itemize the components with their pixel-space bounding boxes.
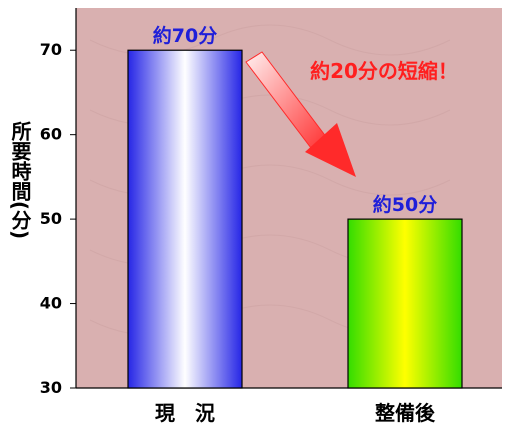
y-tick-label: 60 [40,125,62,144]
y-axis-title: 所要時間(分) [8,120,32,239]
reduction-annotation: 約20分の短縮！ [310,59,458,83]
bar [127,49,243,389]
reduction-arrow [245,51,356,177]
plot-texture [89,24,451,336]
bar-data-label: 約70分 [153,24,217,47]
y-tick-label: 50 [40,209,62,228]
bar-data-label: 約50分 [373,193,437,216]
y-tick-label: 70 [40,40,62,59]
x-category-label: 現 況 [155,401,215,425]
y-axis-label: 所要時間(分) [8,120,32,239]
bar [347,218,463,389]
x-category-label: 整備後 [374,401,436,425]
arrow-head [305,123,356,177]
y-tick-label: 40 [40,294,62,313]
y-tick-label: 30 [40,378,62,397]
